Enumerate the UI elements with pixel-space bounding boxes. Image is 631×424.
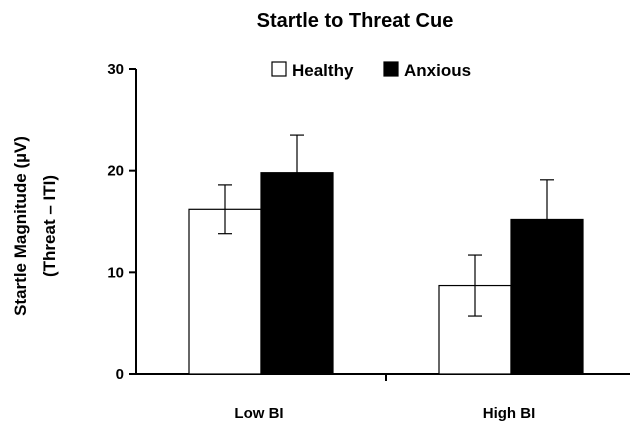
y-tick-label: 0 <box>116 366 124 383</box>
legend-swatch-healthy <box>271 61 287 77</box>
bars <box>188 172 584 375</box>
y-ticks: 0 10 20 30 <box>107 61 136 383</box>
bar-healthy-0 <box>188 208 262 375</box>
y-tick-label: 20 <box>107 163 124 180</box>
chart-title: Startle to Threat Cue <box>257 10 454 32</box>
legend-label-healthy: Healthy <box>292 61 354 80</box>
y-axis-label: Startle Magnitude (µV) (Threat – ITI) <box>11 136 59 316</box>
y-tick-label: 10 <box>107 264 124 281</box>
category-label: High BI <box>483 405 536 422</box>
legend: Healthy Anxious <box>271 61 471 80</box>
error-bars <box>218 134 554 317</box>
bar-anxious-1 <box>510 218 584 375</box>
y-axis-label-line2: (Threat – ITI) <box>40 175 59 277</box>
y-axis-label-line1: Startle Magnitude (µV) <box>11 136 30 316</box>
legend-label-anxious: Anxious <box>404 61 471 80</box>
legend-swatch-anxious <box>383 61 399 77</box>
category-label: Low BI <box>234 405 283 422</box>
category-labels: Low BI High BI <box>234 405 535 422</box>
y-tick-label: 30 <box>107 61 124 78</box>
